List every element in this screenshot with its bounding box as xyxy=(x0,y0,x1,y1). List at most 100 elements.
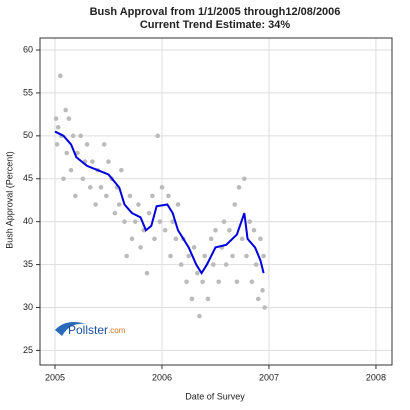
poll-point xyxy=(194,270,200,276)
poll-point xyxy=(70,133,76,139)
poll-point xyxy=(80,176,86,182)
poll-point xyxy=(78,133,83,139)
y-tick-label: 40 xyxy=(23,216,33,226)
poll-point xyxy=(138,245,143,250)
logo-swoosh xyxy=(55,322,86,336)
poll-point xyxy=(213,227,218,233)
poll-point xyxy=(157,219,163,224)
logo-name: Pollster xyxy=(68,323,108,337)
poll-point xyxy=(75,150,80,156)
y-tick-label: 25 xyxy=(23,345,33,355)
poll-point xyxy=(223,262,229,267)
poll-point xyxy=(208,236,214,242)
poll-point xyxy=(58,73,63,79)
x-tick-label: 2005 xyxy=(45,372,65,382)
poll-point xyxy=(202,253,208,259)
poll-point xyxy=(101,142,107,147)
poll-point xyxy=(170,219,175,224)
poll-point xyxy=(68,167,74,173)
poll-point xyxy=(155,133,160,139)
poll-point xyxy=(93,202,98,207)
poll-point xyxy=(162,227,168,233)
poll-point xyxy=(191,245,197,250)
poll-point xyxy=(64,150,70,156)
poll-point xyxy=(255,296,261,302)
chart-title: Bush Approval from 1/1/2005 through12/08… xyxy=(90,6,341,18)
poll-point xyxy=(159,185,165,190)
y-tick-label: 35 xyxy=(23,259,33,269)
poll-point xyxy=(136,202,141,207)
poll-point xyxy=(54,142,60,147)
poll-point xyxy=(200,279,205,285)
y-tick-label: 50 xyxy=(23,130,33,140)
poll-point xyxy=(221,219,227,224)
poll-point xyxy=(178,262,184,267)
y-tick-label: 45 xyxy=(23,173,33,183)
poll-point xyxy=(87,185,93,190)
y-tick-label: 55 xyxy=(23,87,33,97)
poll-point xyxy=(166,193,171,199)
poll-point xyxy=(197,313,202,319)
poll-point xyxy=(227,227,232,233)
poll-point xyxy=(73,193,78,199)
poll-point xyxy=(186,253,192,259)
poll-point xyxy=(98,185,104,190)
y-tick-label: 60 xyxy=(23,44,33,54)
poll-point xyxy=(55,124,61,130)
y-tick-label: 30 xyxy=(23,302,33,312)
x-axis-label: Date of Survey xyxy=(185,391,245,401)
poll-point xyxy=(84,142,90,147)
poll-point xyxy=(173,236,179,242)
poll-point xyxy=(258,236,263,242)
poll-point xyxy=(122,219,127,224)
y-axis-label: Bush Approval (Percent) xyxy=(4,151,14,249)
poll-point xyxy=(150,193,155,199)
poll-point xyxy=(63,107,68,113)
poll-point xyxy=(146,210,152,216)
poll-point xyxy=(232,202,238,207)
poll-point xyxy=(132,219,138,224)
poll-point xyxy=(175,202,181,207)
poll-point xyxy=(144,270,150,276)
poll-point xyxy=(230,253,235,259)
poll-point xyxy=(189,296,195,302)
poll-point xyxy=(260,288,265,293)
poll-point xyxy=(216,279,221,285)
poll-point xyxy=(251,227,257,233)
poll-point xyxy=(112,210,118,216)
poll-point xyxy=(106,159,111,164)
poll-point xyxy=(127,193,133,199)
poll-point xyxy=(53,116,59,121)
x-tick-label: 2007 xyxy=(259,372,279,382)
poll-point xyxy=(211,262,216,267)
poll-point xyxy=(244,253,249,259)
poll-point xyxy=(261,253,266,259)
poll-point xyxy=(124,253,129,259)
chart-subtitle: Current Trend Estimate: 34% xyxy=(140,19,291,31)
poll-point xyxy=(116,202,122,207)
poll-point xyxy=(184,279,189,285)
poll-point xyxy=(90,159,95,164)
plot-frame xyxy=(39,37,393,366)
poll-point xyxy=(61,176,66,182)
poll-point xyxy=(236,185,242,190)
logo-domain: .com xyxy=(108,326,126,335)
poll-point xyxy=(66,116,72,121)
trend-line xyxy=(54,130,265,276)
poll-point xyxy=(152,236,157,242)
poll-point xyxy=(247,219,253,224)
logo: Pollster.com xyxy=(68,323,126,337)
poll-point xyxy=(262,305,267,310)
poll-point xyxy=(253,262,259,267)
poll-point xyxy=(239,236,245,242)
x-tick-label: 2008 xyxy=(366,372,386,382)
poll-point xyxy=(234,279,240,285)
poll-point xyxy=(205,296,211,302)
poll-point xyxy=(119,167,124,173)
poll-point xyxy=(104,193,109,199)
poll-point xyxy=(242,176,247,182)
poll-point xyxy=(168,253,173,259)
x-tick-label: 2006 xyxy=(152,372,172,382)
poll-point xyxy=(249,279,255,285)
